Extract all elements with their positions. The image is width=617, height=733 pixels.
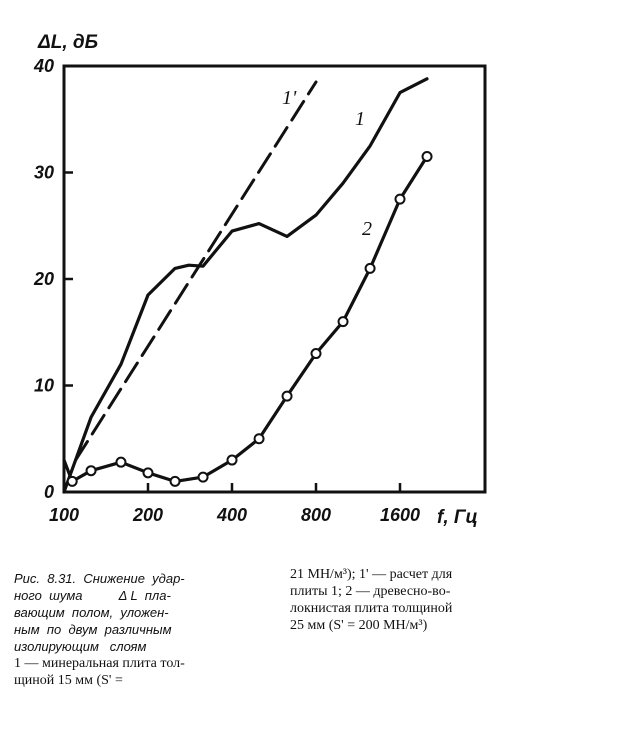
x-tick-label: 400: [216, 505, 247, 525]
y-tick-label: 10: [34, 376, 54, 396]
figure-caption-left: Рис. 8.31. Снижение удар- ного шума Δ L …: [14, 570, 266, 689]
x-axis-label: f, Гц: [437, 507, 478, 528]
data-point: [85, 465, 97, 477]
data-point: [394, 193, 406, 205]
data-point: [226, 454, 238, 466]
x-tick-label: 1600: [380, 505, 420, 525]
data-point: [66, 475, 78, 487]
series-line: [62, 154, 429, 483]
data-point: [281, 390, 293, 402]
caption-line: 1 — минеральная плита тол-: [14, 656, 185, 671]
series-label: 1': [282, 87, 297, 109]
data-point: [197, 471, 209, 483]
caption-line: 25 мм (S' = 200 МН/м³): [290, 618, 428, 633]
y-tick-label: 20: [33, 269, 54, 289]
y-axis-label: ΔL, дБ: [37, 32, 98, 53]
caption-line: ным по двум различным: [14, 622, 172, 637]
data-point: [169, 475, 181, 487]
data-point: [310, 348, 322, 360]
series-line: [74, 80, 318, 462]
caption-line: плиты 1; 2 — древесно-во-: [290, 584, 451, 599]
y-tick-label: 0: [44, 482, 54, 502]
plot-frame: [62, 64, 487, 494]
y-tick-label: 40: [33, 56, 54, 76]
series-label: 1: [355, 108, 365, 130]
x-tick-label: 200: [132, 505, 163, 525]
caption-line: Рис. 8.31. Снижение удар-: [14, 571, 185, 586]
data-point: [337, 316, 349, 328]
x-tick-label: 100: [49, 505, 79, 525]
x-ticks: 100 200 400 800 1600: [49, 483, 420, 525]
data-point: [253, 433, 265, 445]
data-point: [421, 151, 433, 163]
data-point: [364, 262, 376, 274]
data-point: [142, 467, 154, 479]
caption-line: вающим полом, уложен-: [14, 605, 169, 620]
series-line: [62, 77, 429, 494]
y-tick-label: 30: [34, 163, 54, 183]
series-layer: 1' 1 2: [62, 77, 433, 494]
caption-line: щиной 15 мм (S' =: [14, 673, 123, 688]
figure-caption-right: 21 МН/м³); 1' — расчет для плиты 1; 2 — …: [290, 566, 540, 634]
x-tick-label: 800: [301, 505, 331, 525]
caption-line: локнистая плита толщиной: [290, 601, 453, 616]
caption-line: ного шума Δ L пла-: [14, 588, 171, 603]
data-point: [115, 456, 127, 468]
caption-line: 21 МН/м³); 1' — расчет для: [290, 567, 453, 582]
y-ticks: 0 10 20 30 40: [33, 56, 73, 502]
series-label: 2: [362, 218, 372, 240]
caption-line: изолирующим слоям: [14, 639, 147, 654]
